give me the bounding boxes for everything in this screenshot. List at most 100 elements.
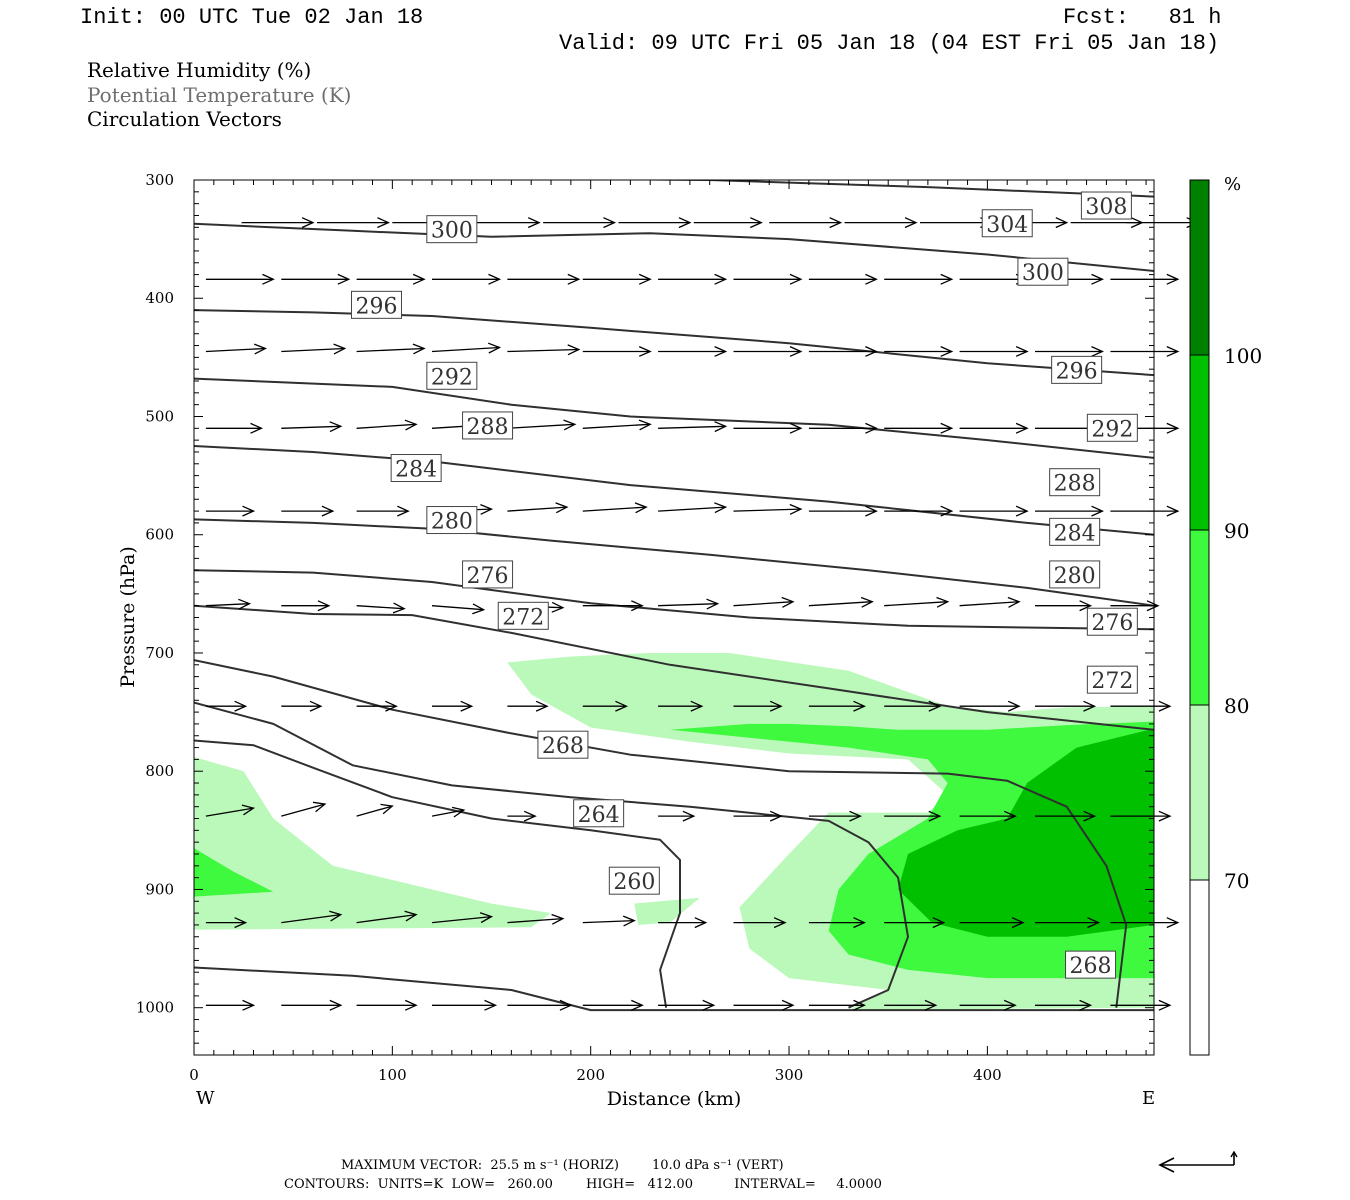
y-tick-label: 1000: [136, 999, 174, 1017]
vector-head: [559, 999, 573, 1011]
theta-contour-304-4: [593, 180, 1154, 198]
contour-label-text: 300: [1022, 261, 1064, 286]
vector-arrow: [618, 217, 692, 229]
vector-shaft: [431, 915, 492, 924]
vector-shaft: [658, 506, 726, 512]
theta-contour-296-6: [194, 309, 1154, 377]
vector-arrow: [356, 602, 406, 614]
contour-label: 268: [537, 730, 589, 759]
contour-label: 296: [350, 290, 402, 319]
contour-label-text: 300: [431, 219, 473, 244]
vector-head: [1091, 346, 1104, 357]
vector-head: [312, 801, 327, 813]
contour-label: 272: [497, 601, 549, 630]
vector-shaft: [507, 348, 579, 353]
contour-label-box: [497, 601, 549, 630]
vector-head: [1166, 505, 1180, 517]
contour-label-text: 296: [1056, 359, 1098, 384]
vector-arrow: [582, 999, 644, 1011]
vector-head: [773, 917, 787, 929]
colorbar: 70 80 90 100%: [1189, 174, 1262, 1056]
contour-label-text: 276: [467, 564, 509, 589]
vector-head: [1079, 999, 1093, 1011]
vector-head: [404, 999, 418, 1011]
vector-shaft: [582, 423, 651, 429]
vector-arrow: [1110, 999, 1172, 1011]
vector-arrow: [1035, 700, 1097, 712]
vector-arrow: [281, 600, 331, 612]
vector-shaft: [959, 601, 1020, 607]
contour-label: 284: [390, 454, 442, 483]
contour-label-box: [608, 866, 660, 895]
vector-arrow: [1035, 999, 1093, 1011]
vector-arrow: [205, 343, 267, 355]
contour-label-text: 288: [467, 415, 509, 440]
contour-label-box: [537, 730, 589, 759]
vector-head: [253, 343, 267, 355]
vector-head: [377, 217, 390, 229]
contour-label-box: [426, 361, 478, 390]
vector-head: [551, 913, 565, 925]
vector-shaft: [205, 807, 254, 817]
vector-head: [523, 810, 537, 822]
vector-arrow: [658, 810, 696, 822]
vector-head: [488, 273, 502, 285]
x-tick-label: 0: [189, 1066, 199, 1084]
vector-arrow: [356, 910, 418, 924]
vector-head: [479, 912, 494, 924]
vector-head: [638, 346, 652, 357]
vector-shaft: [356, 605, 405, 610]
vector-head: [241, 804, 256, 816]
vector-arrow: [1110, 700, 1172, 712]
vector-head: [1083, 810, 1097, 822]
vector-head: [1003, 999, 1017, 1011]
colorbar-segment: [1190, 880, 1209, 1055]
vector-shaft: [281, 347, 345, 353]
contour-label-box: [1086, 665, 1138, 694]
vector-arrow: [205, 598, 252, 610]
vector-arrow: [356, 273, 426, 285]
contour-label-text: 288: [1054, 472, 1096, 497]
vector-head: [865, 422, 878, 434]
vector-arrow: [658, 917, 708, 929]
theta-contour-288-8: [194, 445, 1154, 536]
vector-head: [1007, 700, 1021, 712]
vector-arrow: [205, 422, 263, 434]
theta-contour-310-2: [194, 91, 1154, 105]
contour-label: 276: [462, 560, 514, 589]
vector-arrow: [844, 217, 918, 229]
contour-info-note: CONTOURS: UNITS=K LOW= 260.00 HIGH= 412.…: [284, 1177, 882, 1192]
vector-head: [789, 346, 803, 357]
vector-head: [789, 273, 803, 285]
theta-contour-292-7: [194, 377, 1154, 459]
vector-head: [750, 217, 763, 229]
rh-fill-70-0: [194, 757, 551, 930]
vector-head: [865, 273, 878, 285]
colorbar-tick-label: 90: [1224, 519, 1249, 543]
vector-head: [714, 421, 728, 433]
vector-head: [242, 999, 256, 1011]
vector-head: [849, 810, 862, 822]
theta-contour-284-9: [194, 518, 1154, 607]
vector-shaft: [507, 506, 567, 512]
vector-head: [1166, 273, 1180, 285]
contour-label: 296: [1051, 355, 1103, 384]
vector-arrow: [281, 273, 351, 285]
theta-contour-260-15: [194, 966, 1154, 1012]
vector-arrow: [808, 917, 866, 929]
contour-label: 272: [1086, 665, 1138, 694]
contour-label-text: 284: [1054, 521, 1096, 546]
vector-arrow: [808, 505, 878, 517]
vector-head: [397, 505, 410, 517]
vector-arrow: [431, 912, 494, 924]
contour-label-text: 276: [1091, 611, 1133, 636]
contour-label-box: [1086, 607, 1138, 636]
vector-head: [1007, 596, 1021, 608]
vector-shaft: [884, 601, 948, 607]
vector-head: [333, 343, 347, 355]
vector-head: [1015, 346, 1029, 357]
vector-head: [714, 346, 728, 357]
vector-shaft: [582, 919, 635, 924]
vector-head: [924, 999, 938, 1011]
